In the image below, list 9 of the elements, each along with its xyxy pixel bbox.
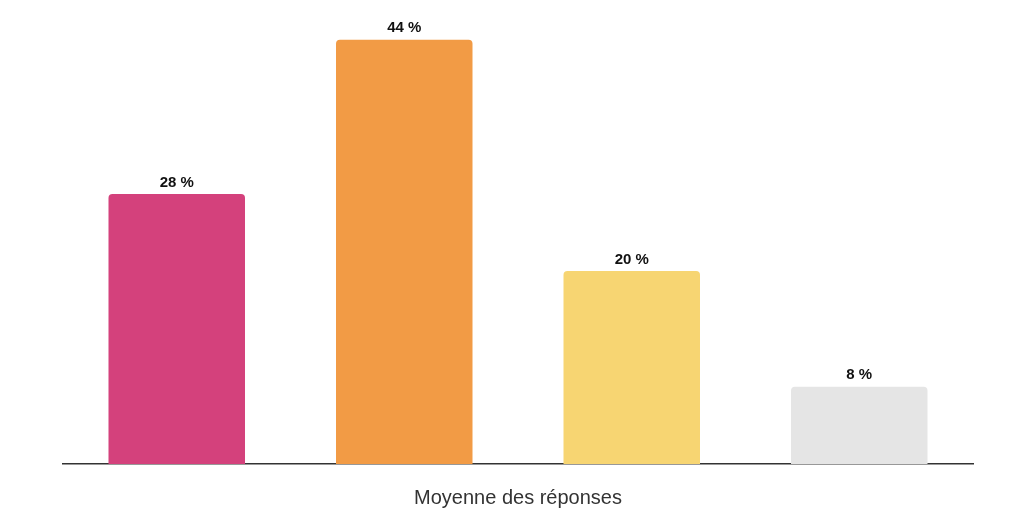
data-label: 8 %	[846, 365, 873, 383]
bar	[336, 39, 473, 464]
bar	[563, 271, 700, 464]
x-axis-title: Moyenne des réponses	[414, 485, 622, 508]
data-label: 44 %	[387, 18, 422, 36]
data-label: 20 %	[614, 249, 649, 267]
data-label: 28 %	[159, 172, 194, 190]
bar	[791, 386, 928, 464]
bar	[108, 193, 245, 464]
